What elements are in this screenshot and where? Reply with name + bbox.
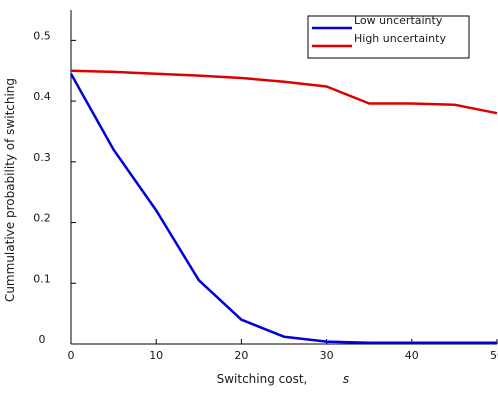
x-tick-label: 50 [490, 349, 498, 362]
y-tick-label: 0 [39, 333, 46, 346]
legend-label: Low uncertainty [354, 14, 443, 27]
y-tick-label: 0.2 [33, 212, 51, 225]
x-axis-symbol: s [343, 372, 349, 386]
legend-label: High uncertainty [354, 32, 446, 45]
series-line-high-uncertainty [70, 69, 498, 115]
x-axis-label-text: Switching cost, [217, 372, 308, 386]
y-tick-label: 0.3 [33, 151, 51, 164]
x-tick-label: 20 [234, 349, 248, 362]
legend: Low uncertainty High uncertainty [307, 14, 470, 59]
y-tick-label: 0.4 [33, 90, 51, 103]
legend-box [307, 15, 470, 59]
y-tick-label: 0.1 [33, 272, 51, 285]
x-tick-label: 30 [320, 349, 334, 362]
series-line-low-uncertainty [69, 73, 497, 345]
x-tick-label: 10 [149, 349, 163, 362]
x-tick-label: 40 [405, 349, 419, 362]
axes: 0 10 20 30 40 50 0 0.1 0.2 0.3 0.4 0.5 [33, 10, 498, 362]
x-tick-label: 0 [68, 349, 75, 362]
y-tick-label: 0.5 [33, 29, 51, 42]
series-layer [69, 69, 498, 345]
x-axis-label: Switching cost, [217, 372, 308, 386]
y-axis-label: Cummulative probability of switching [3, 78, 17, 302]
